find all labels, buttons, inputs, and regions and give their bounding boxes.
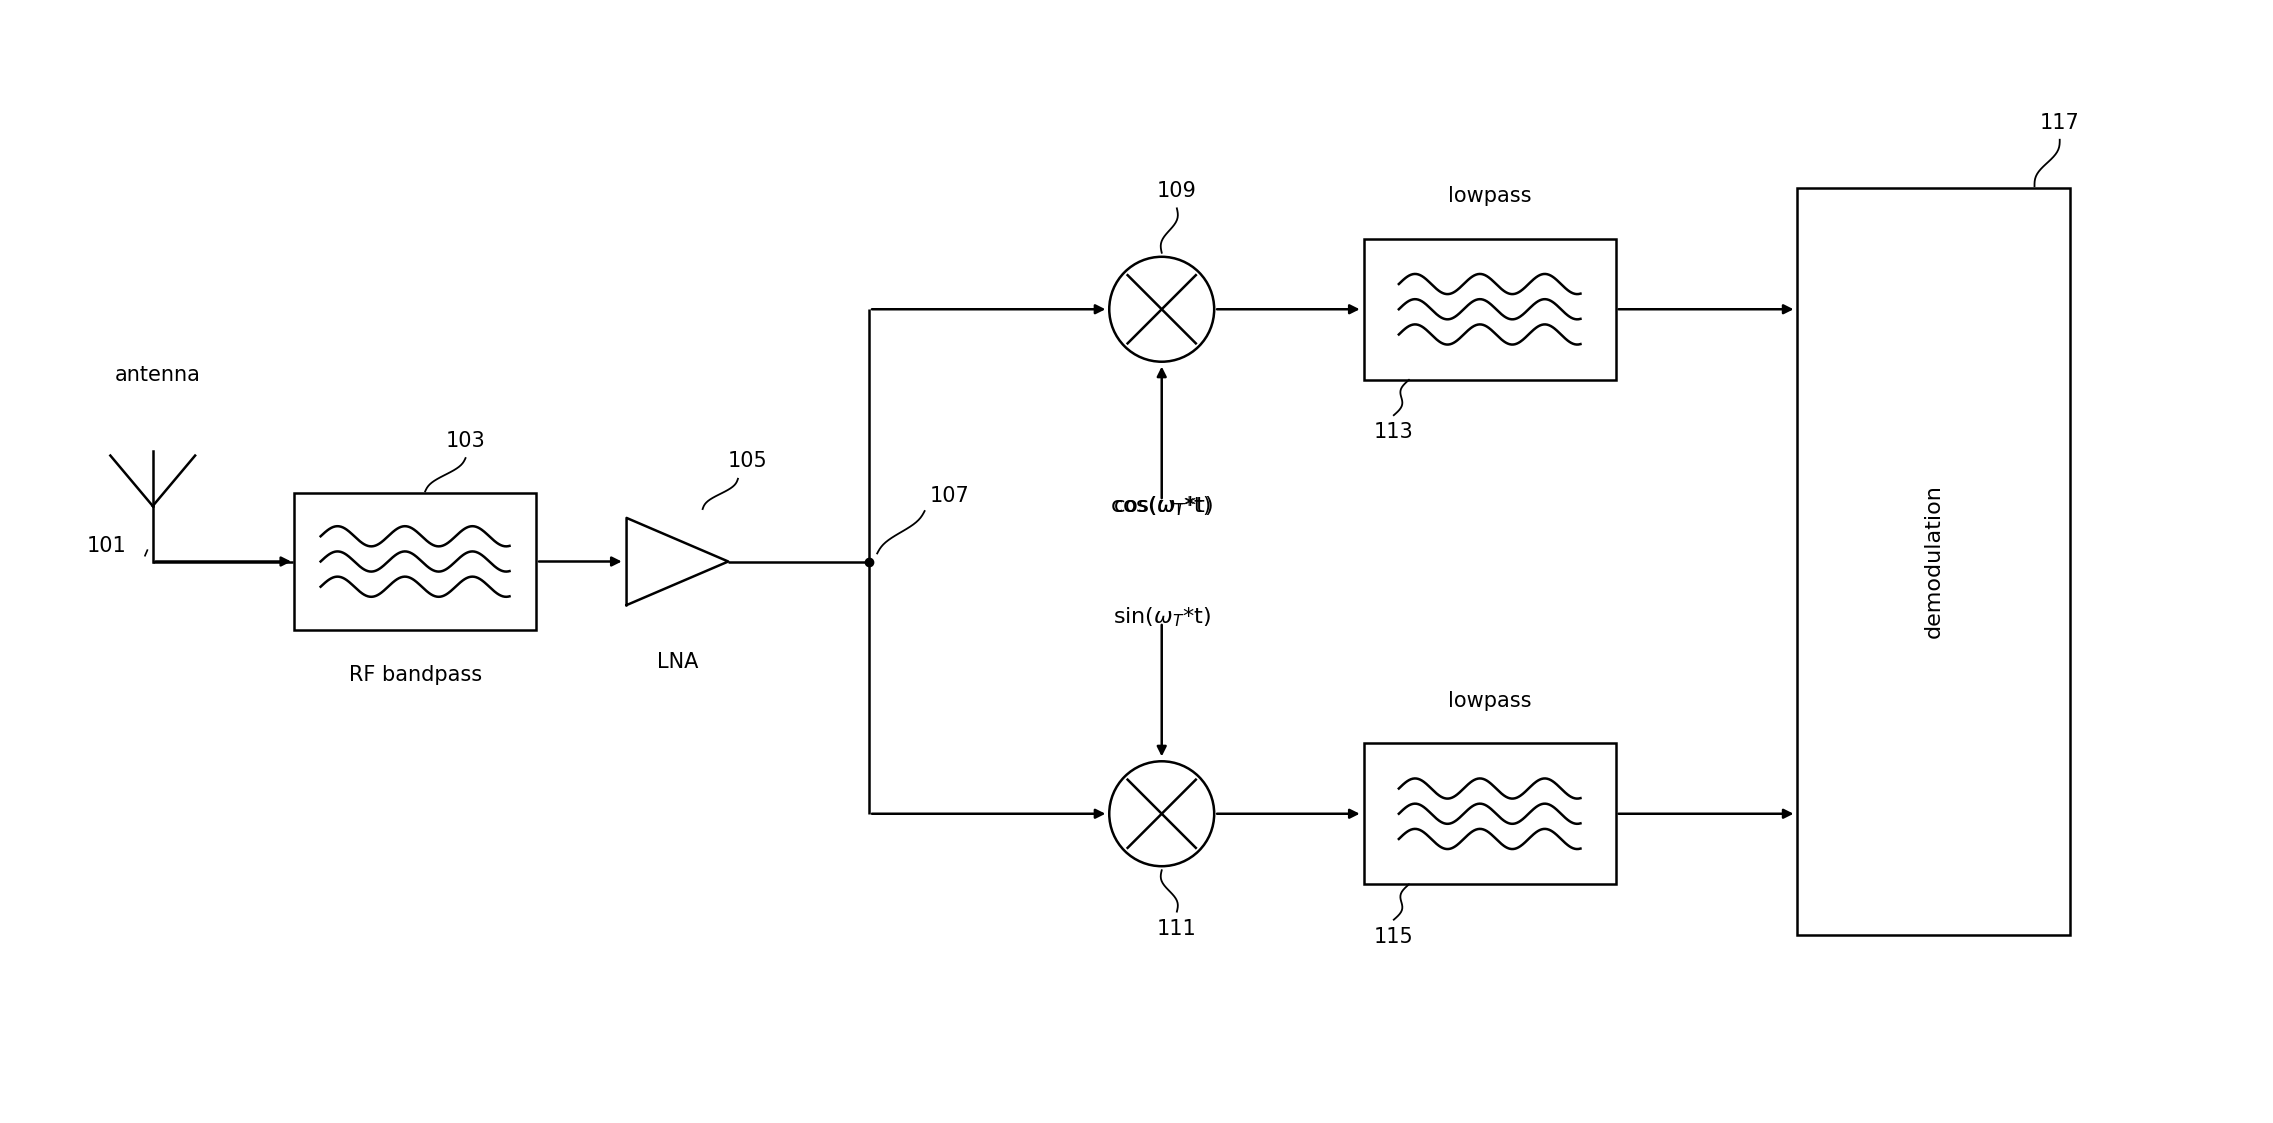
Text: 117: 117 bbox=[2039, 112, 2080, 133]
Text: $\mathregular{cos(\omega_T}$*t): $\mathregular{cos(\omega_T}$*t) bbox=[1114, 494, 1212, 518]
Bar bbox=[293, 493, 536, 630]
Text: LNA: LNA bbox=[657, 652, 698, 673]
Bar bbox=[1798, 189, 2071, 934]
Text: lowpass: lowpass bbox=[1448, 691, 1532, 711]
Bar bbox=[1364, 238, 1616, 380]
Text: 103: 103 bbox=[446, 431, 486, 451]
Text: 109: 109 bbox=[1157, 181, 1198, 201]
Text: lowpass: lowpass bbox=[1448, 186, 1532, 207]
Circle shape bbox=[1109, 257, 1214, 362]
Text: demodulation: demodulation bbox=[1923, 484, 1943, 639]
Text: 115: 115 bbox=[1373, 926, 1414, 947]
Text: 101: 101 bbox=[86, 537, 127, 556]
Bar bbox=[1364, 743, 1616, 885]
Text: 113: 113 bbox=[1373, 422, 1414, 442]
Circle shape bbox=[1109, 761, 1214, 866]
Text: antenna: antenna bbox=[116, 365, 200, 385]
Text: 105: 105 bbox=[727, 450, 768, 471]
Text: RF bandpass: RF bandpass bbox=[348, 665, 482, 685]
Text: 111: 111 bbox=[1157, 919, 1198, 939]
Text: 107: 107 bbox=[930, 486, 968, 506]
Text: sin($\omega_T$*t): sin($\omega_T$*t) bbox=[1114, 605, 1212, 629]
Text: cos($\omega_T$*t): cos($\omega_T$*t) bbox=[1109, 494, 1214, 518]
